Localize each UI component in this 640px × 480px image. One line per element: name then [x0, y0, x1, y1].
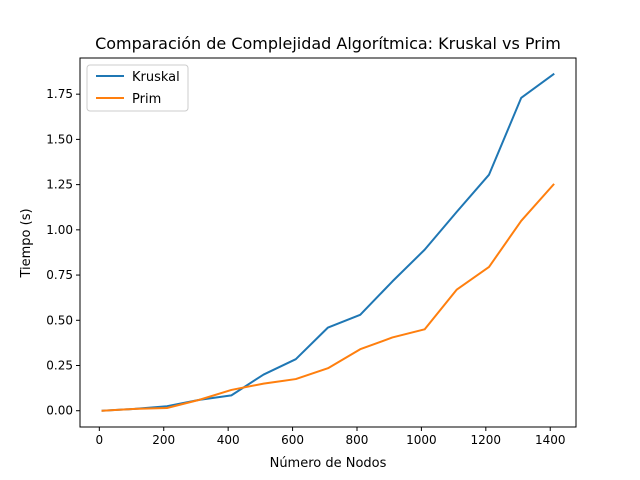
y-axis-label: Tiempo (s)	[19, 208, 34, 278]
series-line-kruskal	[101, 72, 555, 412]
x-tick-label: 1000	[406, 433, 437, 447]
y-tick-label: 0.50	[46, 313, 73, 327]
axes-frame	[79, 57, 577, 428]
y-tick-label: 1.00	[46, 223, 73, 237]
x-tick-label: 600	[281, 433, 304, 447]
y-tick-label: 0.75	[46, 268, 73, 282]
x-tick-label: 400	[217, 433, 240, 447]
y-tick-label: 0.00	[46, 404, 73, 418]
x-axis-label: Número de Nodos	[270, 456, 387, 471]
y-tick-label: 1.50	[46, 132, 73, 146]
x-tick-label: 800	[346, 433, 369, 447]
x-tick-label: 0	[96, 433, 104, 447]
chart-title: Comparación de Complejidad Algorítmica: …	[95, 34, 561, 53]
legend-label-kruskal: Kruskal	[132, 70, 180, 85]
legend-label-prim: Prim	[132, 92, 161, 107]
x-tick-label: 1400	[535, 433, 566, 447]
legend: Kruskal Prim	[86, 64, 189, 112]
y-tick-label: 1.25	[46, 178, 73, 192]
y-tick-label: 0.25	[46, 359, 73, 373]
x-tick-label: 200	[152, 433, 175, 447]
x-tick-label: 1200	[471, 433, 502, 447]
y-tick-label: 1.75	[46, 87, 73, 101]
series-line-prim	[101, 183, 555, 412]
plot-area: 0 200 400 600 800 1000 1200 1400 0.00 0.25 0.50 0.7…	[46, 57, 577, 447]
